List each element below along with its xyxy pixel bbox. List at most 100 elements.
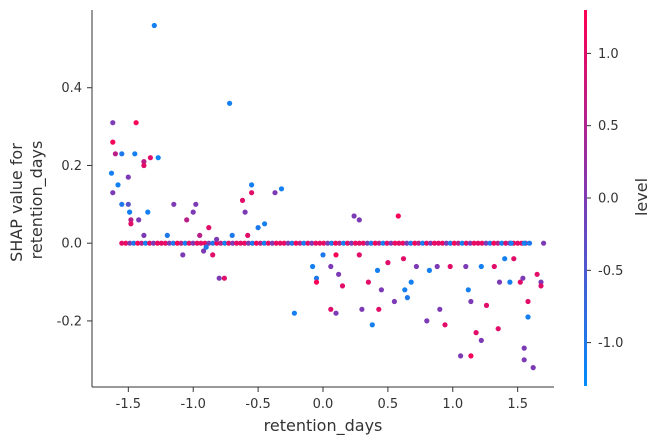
zero-band-point	[412, 240, 418, 246]
scatter-point	[402, 287, 408, 293]
scatter-point	[530, 365, 536, 371]
scatter-point	[262, 221, 268, 227]
scatter-point	[328, 263, 334, 270]
scatter-point	[127, 209, 133, 215]
scatter-point	[229, 232, 235, 238]
scatter-point	[517, 279, 523, 285]
scatter-point	[249, 190, 255, 196]
scatter-point	[534, 271, 540, 277]
zero-band-point	[277, 240, 283, 246]
scatter-point	[511, 256, 517, 262]
scatter-point	[193, 201, 199, 207]
zero-band-point	[238, 240, 244, 246]
colorbar-label: level	[632, 178, 651, 216]
zero-band-point	[360, 240, 366, 246]
scatter-point	[525, 298, 531, 305]
y-tick-label: 0.2	[61, 159, 82, 174]
scatter-point	[328, 306, 334, 312]
scatter-point	[197, 232, 203, 238]
zero-band-point	[242, 240, 248, 246]
scatter-point	[336, 271, 342, 277]
scatter-point	[141, 232, 147, 238]
zero-band-point	[154, 240, 161, 246]
zero-band-point	[515, 240, 521, 246]
scatter-point	[468, 353, 474, 359]
scatter-point	[495, 326, 501, 332]
y-tick-label: -0.2	[57, 314, 82, 329]
scatter-point	[214, 236, 220, 242]
scatter-point	[221, 275, 227, 281]
zero-band-point	[447, 240, 453, 246]
scatter-point	[164, 232, 170, 238]
scatter-point	[333, 310, 339, 316]
zero-band-point	[408, 240, 414, 246]
zero-band-point	[340, 240, 347, 246]
zero-band-point	[123, 240, 129, 246]
zero-band-point	[186, 240, 192, 246]
scatter-point	[424, 318, 430, 324]
zero-band-point	[285, 240, 291, 246]
scatter-point	[136, 217, 142, 223]
scatter-point	[521, 240, 527, 246]
scatter-point	[155, 155, 161, 161]
zero-band-point	[178, 240, 184, 246]
zero-band-point	[380, 240, 386, 246]
points-layer	[108, 22, 547, 371]
zero-band-point	[336, 240, 343, 246]
scatter-point	[242, 209, 248, 215]
zero-band-point	[503, 240, 509, 246]
zero-band-point	[333, 240, 339, 246]
scatter-point	[395, 213, 401, 219]
scatter-point	[369, 322, 375, 328]
zero-band-point	[313, 240, 319, 246]
scatter-point	[210, 252, 216, 258]
scatter-point	[333, 252, 339, 258]
zero-band-point	[253, 240, 259, 246]
zero-band-point	[526, 240, 533, 246]
x-tick-label: 1.5	[507, 397, 528, 412]
scatter-point	[190, 209, 196, 215]
zero-band-point	[424, 240, 430, 246]
colorbar-tick-label: -0.5	[598, 264, 623, 279]
zero-band-point	[198, 240, 204, 246]
zero-band-point	[143, 240, 149, 246]
scatter-point	[125, 174, 131, 180]
zero-band-point	[218, 240, 224, 246]
scatter-point	[151, 22, 157, 29]
zero-band-point	[265, 240, 271, 246]
scatter-point	[458, 353, 464, 359]
zero-band-point	[166, 240, 172, 246]
colorbar	[584, 10, 587, 386]
colorbar-tick-label: 1.0	[598, 47, 619, 62]
zero-band-point	[420, 240, 426, 246]
zero-band-point	[384, 240, 390, 246]
zero-band-point	[356, 240, 362, 246]
x-tick-label: 0.0	[313, 397, 334, 412]
zero-band-point	[222, 240, 228, 246]
scatter-point	[110, 139, 116, 145]
scatter-point	[356, 252, 362, 258]
scatter-point	[400, 256, 407, 262]
zero-band-point	[348, 240, 354, 246]
colorbar-ticks: -1.0 -0.5 0.0 0.5 1.0	[587, 47, 623, 351]
zero-band-point	[404, 240, 410, 246]
scatter-point	[465, 287, 471, 293]
zero-band-point	[431, 240, 438, 246]
zero-band-point	[352, 240, 358, 246]
scatter-point	[132, 151, 138, 157]
scatter-point	[206, 225, 212, 231]
zero-band-point	[293, 240, 299, 246]
y-tick-label: 0.0	[61, 237, 82, 252]
zero-band-point	[210, 240, 216, 246]
scatter-point	[404, 295, 410, 301]
scatter-point	[437, 306, 443, 312]
scatter-point	[128, 221, 134, 227]
zero-band-point	[281, 240, 287, 246]
colorbar-tick-label: -1.0	[598, 336, 623, 351]
zero-band-point	[301, 240, 307, 246]
scatter-point	[525, 314, 531, 320]
scatter-point	[502, 256, 508, 262]
scatter-point	[141, 159, 147, 165]
zero-band-point	[467, 240, 473, 246]
